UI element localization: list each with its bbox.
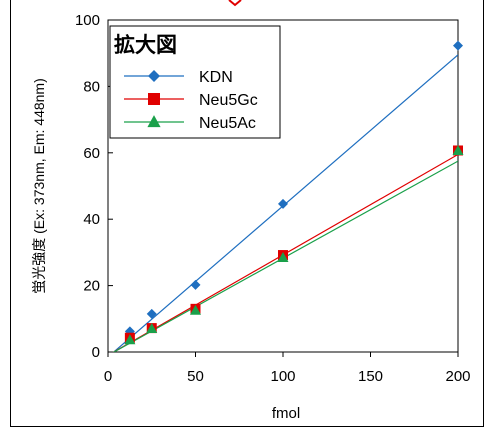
data-point-triangle	[277, 251, 289, 262]
x-tick-label: 100	[270, 368, 295, 385]
y-tick-label: 20	[83, 278, 100, 295]
data-point-triangle	[190, 304, 201, 315]
data-point-triangle	[147, 115, 161, 128]
red-arrow-tip	[228, 0, 242, 7]
y-axis-label: 蛍光強度 (Ex: 373nm, Em: 448nm)	[31, 78, 47, 294]
y-tick-label: 40	[83, 211, 100, 228]
legend-title: 拡大図	[114, 33, 177, 57]
data-point-triangle	[146, 323, 158, 334]
y-tick-label: 0	[92, 344, 100, 361]
y-tick-label: 80	[83, 78, 100, 95]
data-point-diamond	[190, 279, 201, 290]
y-tick-label: 100	[75, 12, 100, 29]
data-point-diamond	[148, 70, 160, 82]
data-point-square	[148, 93, 160, 105]
legend-box	[109, 25, 281, 139]
legend-label: Neu5Ac	[199, 115, 256, 132]
legend: 拡大図 KDN Neu5Gc Neu5Ac	[109, 25, 281, 139]
x-tick-label: 0	[104, 368, 112, 385]
data-point-diamond	[146, 308, 157, 319]
data-point-diamond	[278, 198, 288, 209]
legend-label: Neu5Gc	[199, 92, 258, 109]
x-tick-label: 50	[187, 368, 204, 385]
x-tick-label: 200	[445, 368, 470, 385]
data-point-diamond	[453, 40, 463, 51]
data-point-triangle	[124, 334, 136, 345]
x-tick-label: 150	[358, 368, 383, 385]
plot-area: 0 50 100 150 200 0 20 40 60 80 100	[75, 12, 471, 385]
y-tick-label: 60	[83, 145, 100, 162]
legend-label: KDN	[199, 69, 233, 86]
x-axis-label: fmol	[272, 405, 300, 422]
data-point-triangle	[452, 145, 464, 156]
